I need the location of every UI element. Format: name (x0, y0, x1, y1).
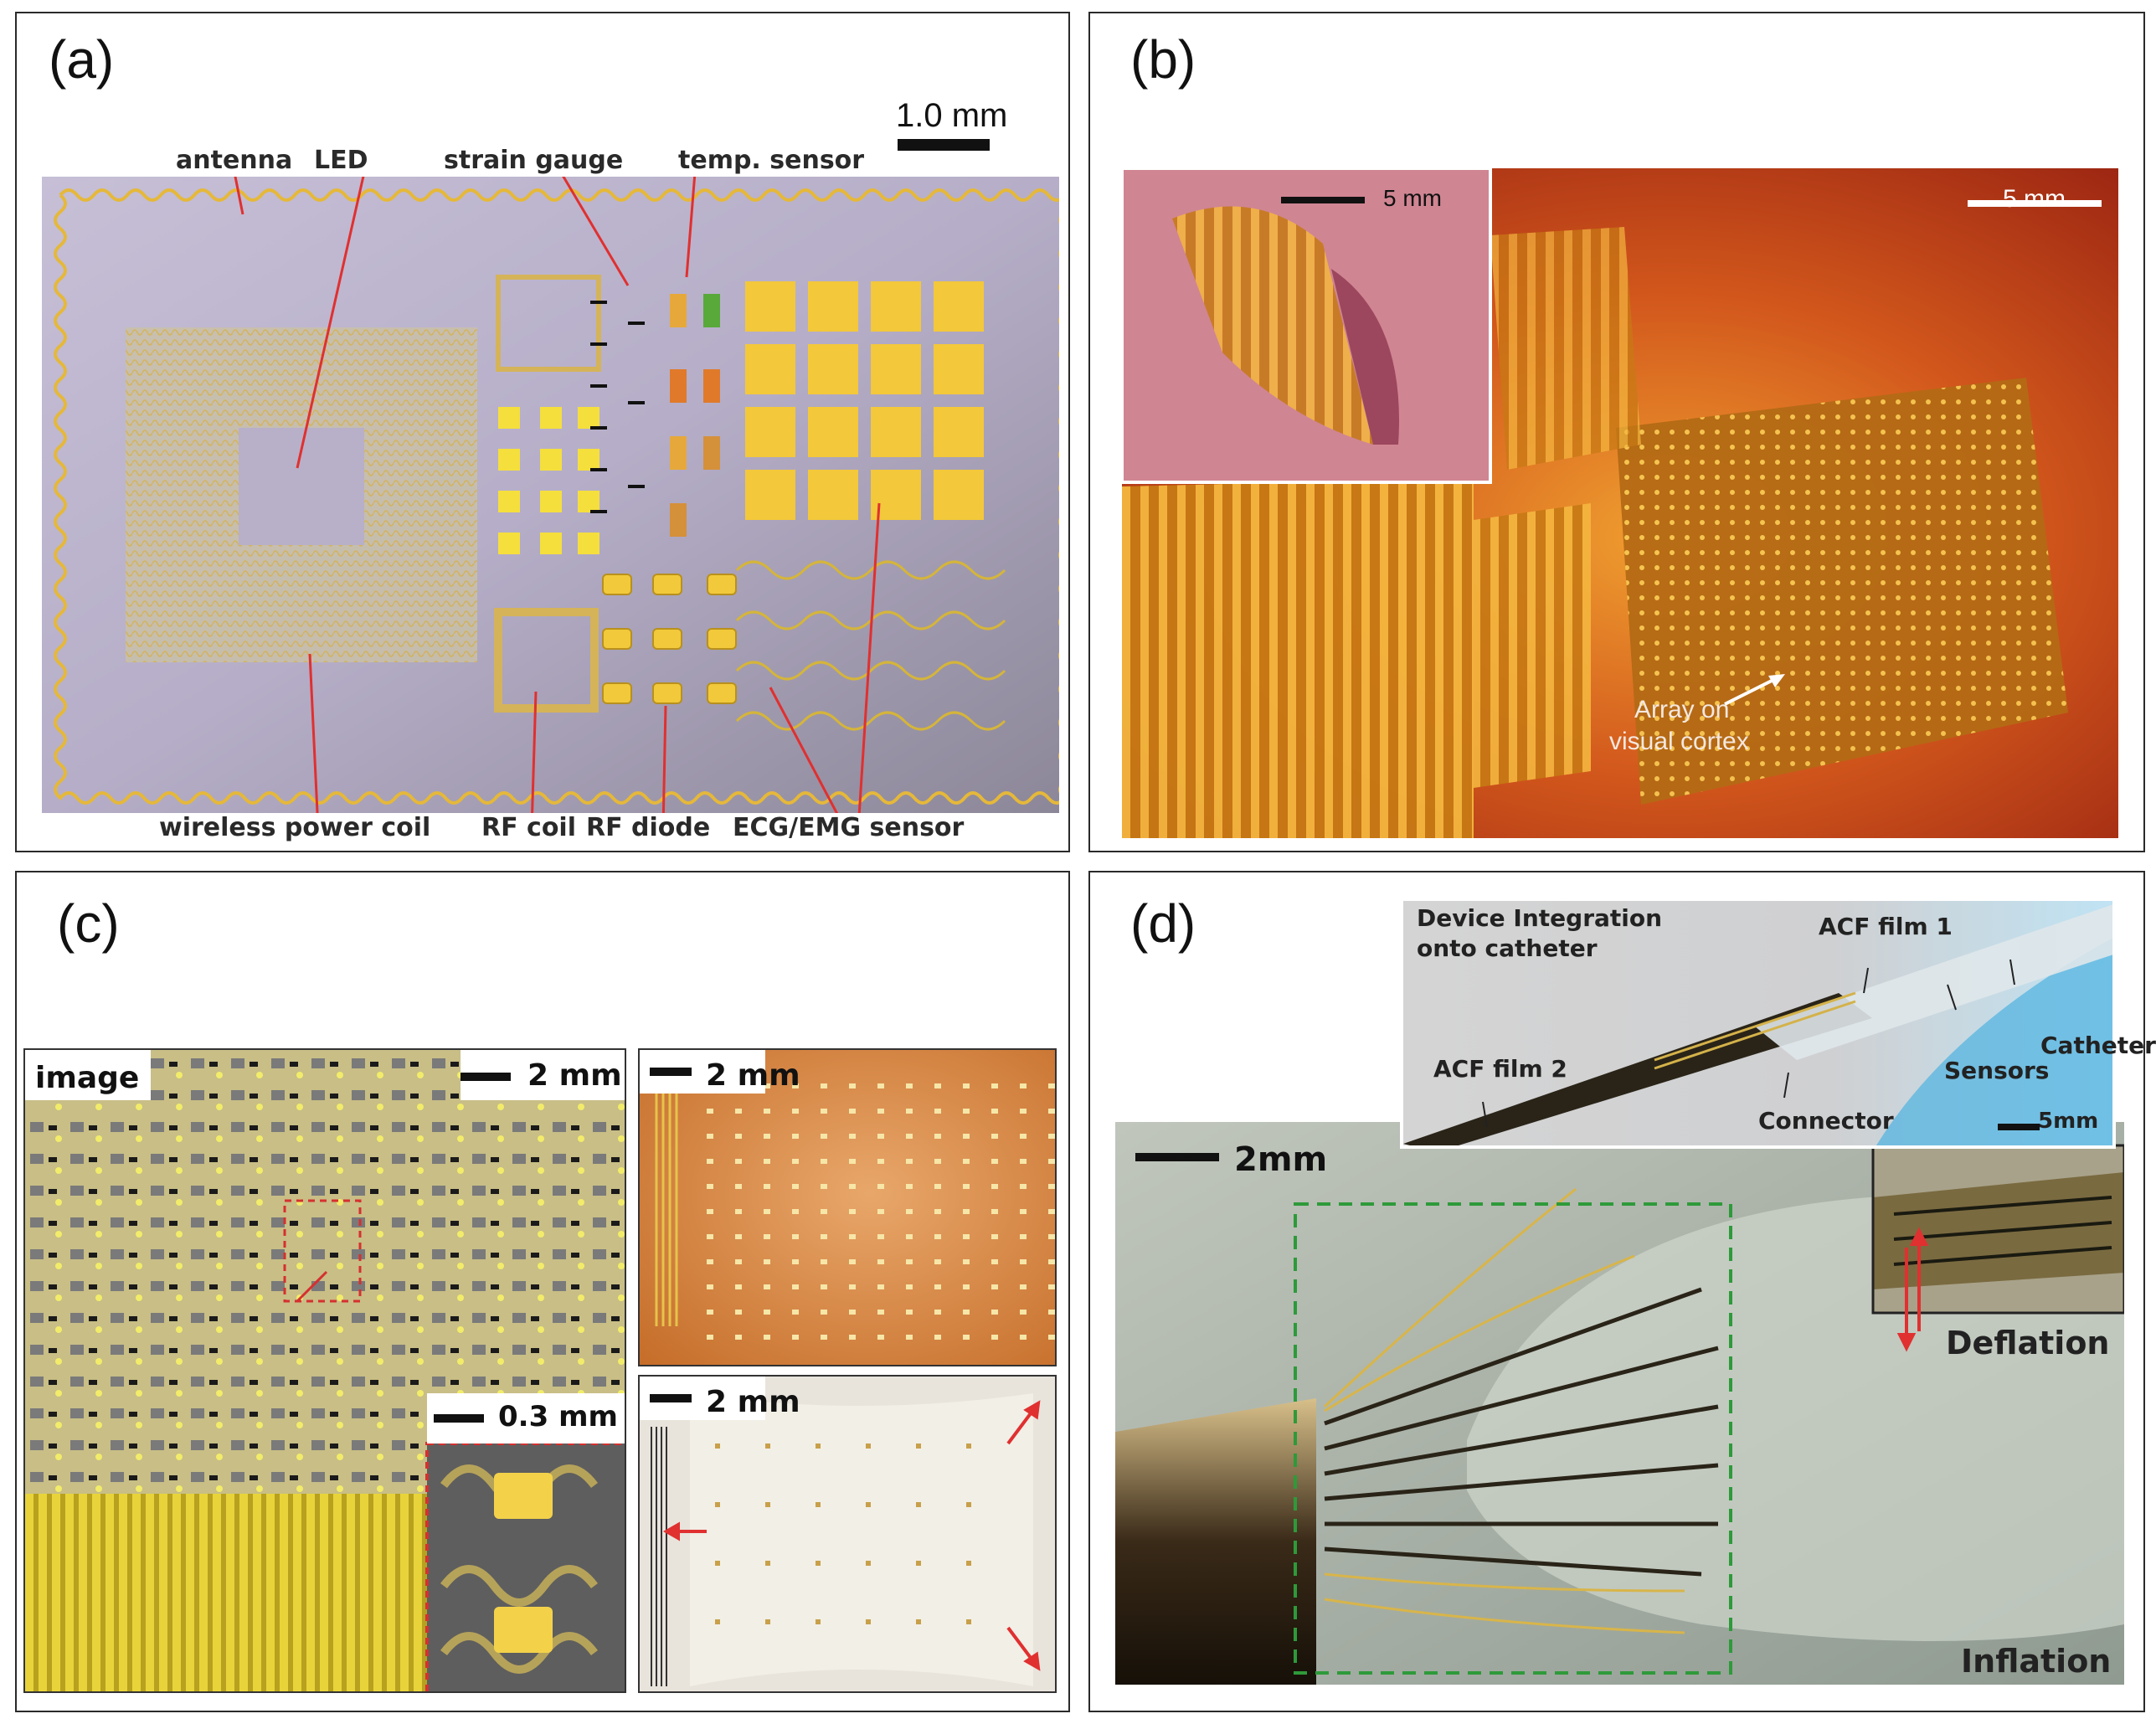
panel-a-device-photo (42, 177, 1059, 813)
panel-c-left-photo (23, 1048, 626, 1693)
panel-c: (c) (15, 871, 1070, 1712)
panel-d-main-scale-label: 2mm (1234, 1140, 1328, 1179)
panel-c-bottom-right-scale-label: 2 mm (706, 1385, 800, 1419)
panel-d-sensors: Sensors (1944, 1057, 2050, 1084)
panel-b-main-scale-label: 5 mm (2003, 185, 2066, 213)
panel-d-catheter: Catheter (2040, 1032, 2156, 1059)
panel-d-label: (d) (1130, 893, 1196, 954)
label-led: LED (314, 146, 368, 175)
panel-a-scale-bar (898, 139, 990, 151)
panel-b-inset-scale-label: 5 mm (1383, 185, 1442, 211)
panel-c-top-right-scale-label: 2 mm (706, 1058, 800, 1093)
label-strain-gauge: strain gauge (444, 146, 624, 175)
panel-c-image-tag: image (35, 1061, 140, 1095)
panel-d-acf-film-2: ACF film 2 (1433, 1055, 1567, 1083)
panel-d-inflation-label: Inflation (1961, 1643, 2112, 1680)
label-ecg-emg-sensor: ECG/EMG sensor (733, 813, 965, 842)
label-rf-diode: RF diode (586, 813, 711, 842)
panel-c-left-scale-label: 2 mm (527, 1058, 622, 1093)
panel-c-label: (c) (57, 893, 120, 954)
label-temp-sensor: temp. sensor (678, 146, 865, 175)
panel-b-annotation-line2: visual cortex (1609, 728, 1749, 755)
label-rf-coil: RF coil (481, 813, 576, 842)
panel-a-scale-label: 1.0 mm (896, 97, 1008, 134)
panel-b-annotation-line1: Array on (1634, 696, 1730, 723)
panel-d-inset-title-line1: Device Integration (1417, 904, 1663, 932)
panel-d-balloon-photo (1115, 1122, 2124, 1685)
panel-a-label: (a) (49, 29, 115, 90)
label-antenna: antenna (176, 146, 293, 175)
label-wireless-power-coil: wireless power coil (159, 813, 431, 842)
panel-d-catheter-inset (1400, 898, 2116, 1149)
panel-d-acf-film-1: ACF film 1 (1819, 913, 1953, 940)
panel-b-label: (b) (1130, 29, 1196, 90)
panel-c-top-right-photo (638, 1048, 1057, 1366)
panel-b-cortex-photo (1122, 168, 2118, 838)
panel-d-connector: Connector (1758, 1107, 1894, 1135)
panel-c-bottom-right-photo (638, 1375, 1057, 1693)
panel-d-inset-scale-label: 5mm (2038, 1109, 2099, 1134)
panel-a: (a) 1.0 mm (15, 12, 1070, 852)
panel-c-inset-scale-label: 0.3 mm (498, 1400, 618, 1433)
panel-d-deflation-label: Deflation (1946, 1325, 2110, 1361)
panel-b: (b) (1088, 12, 2145, 852)
panel-d: (d) (1088, 871, 2156, 1712)
panel-d-inset-title-line2: onto catheter (1417, 934, 1598, 962)
